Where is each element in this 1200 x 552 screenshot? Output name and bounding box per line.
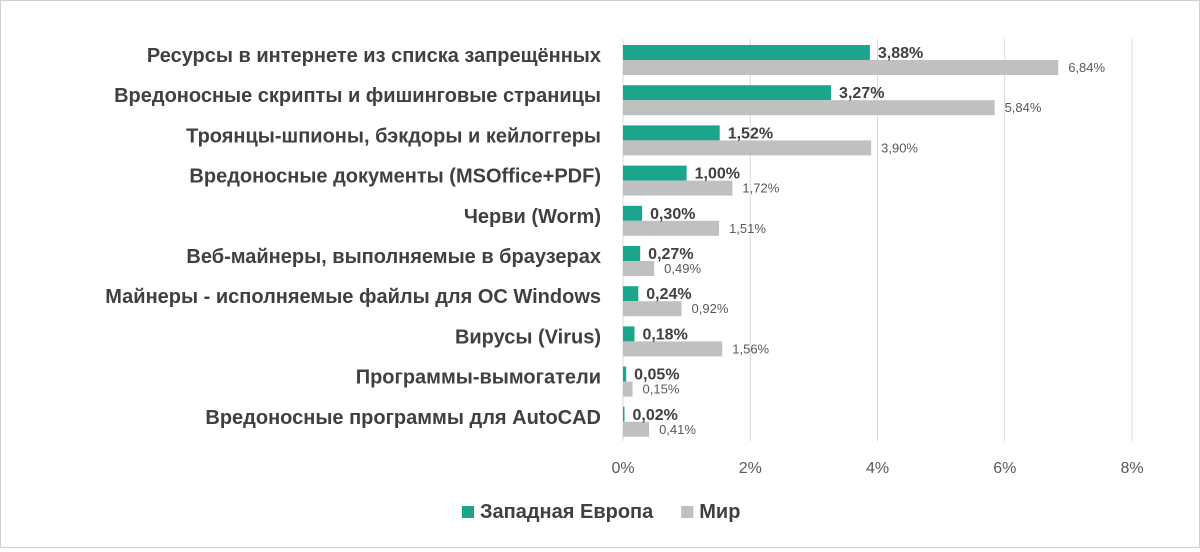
value-label-world: 5,84% — [1005, 100, 1042, 115]
value-label-western-europe: 3,88% — [878, 45, 923, 62]
category-label: Черви (Worm) — [464, 206, 601, 228]
category-label: Майнеры - исполняемые файлы для ОС Windo… — [105, 286, 601, 308]
x-tick-label: 2% — [739, 460, 762, 477]
bar-western-europe — [623, 326, 635, 342]
category-label: Вирусы (Virus) — [455, 326, 601, 348]
bar-world — [623, 341, 723, 357]
bar-world — [623, 60, 1059, 75]
bar-world — [623, 261, 655, 276]
value-label-world: 0,92% — [692, 301, 729, 316]
bars — [623, 45, 1059, 437]
bar-world — [623, 381, 633, 397]
value-label-western-europe: 1,52% — [728, 125, 773, 142]
value-label-world: 1,72% — [742, 181, 779, 196]
legend-label: Западная Европа — [480, 501, 654, 523]
bar-world — [623, 180, 733, 196]
category-label: Вредоносные программы для AutoCAD — [205, 407, 601, 429]
x-axis-ticks: 0% 2% 4% 6% 8% — [611, 460, 1143, 477]
bar-western-europe — [623, 165, 687, 181]
category-label: Вредоносные документы (MSOffice+PDF) — [189, 166, 601, 188]
value-label-western-europe: 3,27% — [839, 85, 884, 102]
x-tick-label: 8% — [1120, 460, 1143, 477]
bar-world — [623, 220, 720, 236]
value-label-world: 1,56% — [732, 341, 769, 356]
category-label: Троянцы-шпионы, бэкдоры и кейлоггеры — [186, 125, 601, 147]
value-label-western-europe: 0,02% — [633, 407, 678, 424]
value-label-world: 1,51% — [729, 221, 766, 236]
value-label-western-europe: 0,30% — [650, 206, 695, 223]
value-label-western-europe: 0,18% — [642, 326, 687, 343]
bar-western-europe — [623, 406, 625, 422]
bar-world — [623, 301, 682, 317]
bar-western-europe — [623, 246, 641, 261]
value-label-western-europe: 0,27% — [648, 246, 693, 263]
value-labels: 3,88% 6,84% 3,27% 5,84% 1,52% 3,90% 1,00%1,72%… — [633, 45, 1106, 437]
category-labels: Ресурсы в интернете из списка запрещённы… — [105, 45, 601, 429]
value-label-world: 0,41% — [659, 422, 696, 437]
x-tick-label: 4% — [866, 460, 889, 477]
x-tick-label: 0% — [611, 460, 634, 477]
category-label: Ресурсы в интернете из списка запрещённы… — [147, 45, 601, 67]
bar-western-europe — [623, 45, 870, 60]
value-label-western-europe: 1,00% — [695, 166, 740, 183]
bar-western-europe — [623, 366, 627, 382]
value-label-world: 0,15% — [643, 382, 680, 397]
bar-western-europe — [623, 85, 832, 101]
bar-world — [623, 421, 650, 437]
value-label-world: 0,49% — [664, 261, 701, 276]
value-label-western-europe: 0,24% — [646, 286, 691, 303]
category-label: Программы-вымогатели — [356, 367, 601, 389]
bar-western-europe — [623, 125, 720, 141]
bar-western-europe — [623, 205, 643, 221]
value-label-western-europe: 0,05% — [634, 367, 679, 384]
category-label: Веб-майнеры, выполняемые в браузерах — [186, 246, 601, 268]
value-label-world: 3,90% — [881, 140, 918, 155]
x-tick-label: 6% — [993, 460, 1016, 477]
legend-label: Мир — [699, 501, 740, 523]
category-label: Вредоносные скрипты и фишинговые страниц… — [114, 85, 601, 107]
bar-world — [623, 100, 995, 116]
bar-world — [623, 140, 872, 156]
bar-western-europe — [623, 286, 639, 302]
legend-swatch — [462, 506, 474, 518]
value-label-world: 6,84% — [1068, 60, 1105, 75]
legend-swatch — [681, 506, 694, 518]
legend: Западная Европа Мир — [462, 501, 740, 523]
